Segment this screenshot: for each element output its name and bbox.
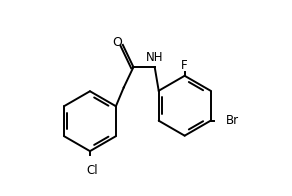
Text: NH: NH — [146, 51, 164, 64]
Text: O: O — [112, 36, 122, 49]
Text: Cl: Cl — [86, 164, 98, 177]
Text: Br: Br — [226, 114, 239, 127]
Text: F: F — [181, 59, 188, 72]
